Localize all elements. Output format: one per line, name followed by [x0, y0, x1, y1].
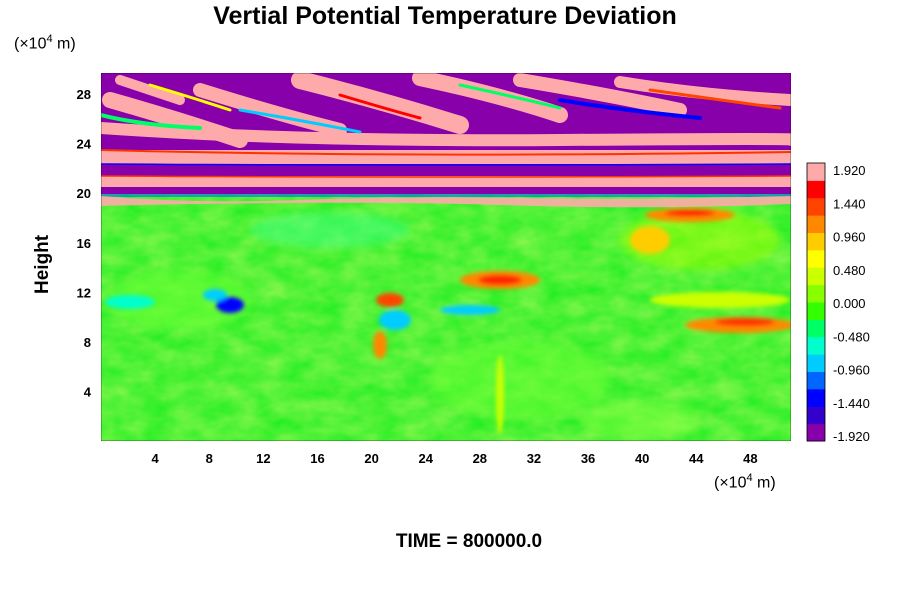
colorbar-swatch: [807, 232, 825, 251]
colorbar-swatch: [807, 354, 825, 372]
colorbar-swatch: [807, 180, 825, 199]
colorbar: [806, 162, 826, 442]
colorbar-swatch: [807, 215, 825, 233]
colorbar-tick-label: 0.000: [833, 296, 866, 311]
y-axis-unit: (×104 m): [14, 33, 76, 53]
colorbar-frame: [806, 162, 826, 442]
y-tick-label: 28: [77, 87, 91, 102]
colorbar-swatch: [807, 423, 825, 442]
heatmap-field: [101, 73, 791, 441]
colorbar-swatch: [807, 406, 825, 425]
y-tick-label: 16: [77, 236, 91, 251]
colorbar-swatch: [807, 336, 825, 355]
colorbar-swatch: [807, 163, 825, 181]
x-tick-label: 28: [473, 451, 487, 466]
x-tick-label: 36: [581, 451, 595, 466]
colorbar-swatch: [807, 388, 825, 407]
colorbar-swatch: [807, 249, 825, 268]
colorbar-swatch: [807, 284, 825, 303]
x-axis-ticks: 4 8 12 16 20 24 28 32 36 40 44 48: [152, 451, 758, 466]
colorbar-labels: 1.920 1.440 0.960 0.480 0.000 -0.480 -0.960 -1.…: [833, 163, 870, 444]
x-tick-label: 4: [152, 451, 160, 466]
colorbar-tick-label: -0.480: [833, 329, 870, 344]
x-tick-label: 8: [206, 451, 213, 466]
y-axis-ticks: 4 8 12 16 20 24 28: [77, 87, 92, 399]
colorbar-tick-label: -0.960: [833, 363, 870, 378]
y-tick-label: 4: [84, 384, 92, 399]
colorbar-tick-label: 1.920: [833, 163, 866, 178]
colorbar-tick-label: 0.480: [833, 263, 866, 278]
y-tick-label: 12: [77, 285, 91, 300]
y-tick-label: 24: [77, 137, 92, 152]
x-tick-label: 48: [743, 451, 757, 466]
colorbar-swatch: [807, 302, 825, 320]
time-label: TIME = 800000.0: [395, 531, 543, 552]
x-tick-label: 16: [310, 451, 324, 466]
x-tick-label: 40: [635, 451, 649, 466]
colorbar-swatch: [807, 319, 825, 338]
colorbar-tick-label: -1.920: [833, 429, 870, 444]
x-tick-label: 20: [364, 451, 378, 466]
colorbar-swatch: [807, 197, 825, 216]
x-tick-label: 12: [256, 451, 270, 466]
y-tick-label: 20: [77, 186, 91, 201]
x-tick-label: 32: [527, 451, 541, 466]
colorbar-tick-label: -1.440: [833, 396, 870, 411]
colorbar-swatch: [807, 371, 825, 390]
x-tick-label: 44: [689, 451, 704, 466]
x-axis-unit: (×104 m): [714, 472, 776, 492]
x-tick-label: 24: [418, 451, 433, 466]
colorbar-tick-label: 0.960: [833, 230, 866, 245]
y-tick-label: 8: [84, 335, 91, 350]
colorbar-tick-label: 1.440: [833, 196, 866, 211]
colorbar-swatch: [807, 267, 825, 286]
chart-title: Vertial Potential Temperature Deviation: [213, 2, 677, 30]
